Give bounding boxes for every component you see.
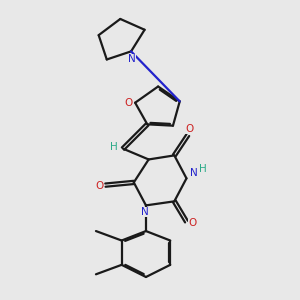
Text: O: O: [124, 98, 133, 108]
Text: N: N: [128, 54, 136, 64]
Text: O: O: [185, 124, 193, 134]
Text: H: H: [200, 164, 207, 174]
Text: O: O: [188, 218, 196, 228]
Text: O: O: [95, 182, 104, 191]
Text: H: H: [110, 142, 117, 152]
Text: N: N: [141, 207, 148, 217]
Text: N: N: [190, 168, 198, 178]
